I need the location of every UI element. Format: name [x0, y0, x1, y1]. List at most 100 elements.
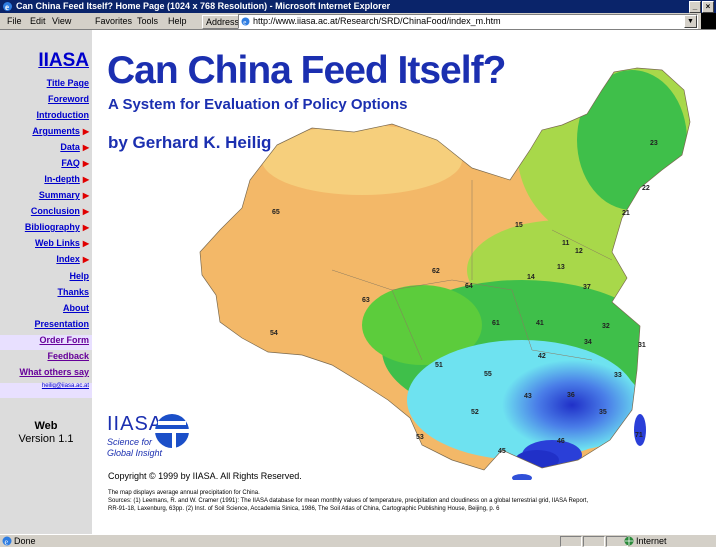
region-label: 64 [465, 283, 473, 290]
submenu-arrow-icon: ▶ [82, 255, 89, 264]
sidebar-item-thanks[interactable]: Thanks [57, 287, 89, 297]
region-label: 41 [536, 320, 544, 327]
submenu-arrow-icon: ▶ [82, 159, 89, 168]
submenu-arrow-icon: ▶ [82, 223, 89, 232]
china-precipitation-map [199, 67, 691, 480]
logo-name: IIASA [107, 413, 164, 435]
region-label: 45 [498, 448, 506, 455]
sidebar-item-conclusion[interactable]: Conclusion ▶ [31, 206, 89, 216]
region-label: 33 [614, 372, 622, 379]
region-label: 54 [270, 330, 278, 337]
submenu-arrow-icon: ▶ [82, 207, 89, 216]
note-line: Sources: (1) Leemans, R. and W. Cramer (… [108, 498, 589, 504]
minimize-button[interactable]: _ [689, 1, 701, 13]
address-label: Address [202, 15, 244, 29]
taiwan-shape [634, 414, 646, 446]
sidebar-item-presentation[interactable]: Presentation [34, 319, 89, 329]
note-line: The map displays average annual precipit… [108, 490, 260, 496]
sidebar-item-data[interactable]: Data ▶ [60, 142, 89, 152]
sidebar-item-label: Introduction [36, 110, 90, 120]
sidebar-item-title-page[interactable]: Title Page [47, 78, 89, 88]
menu-help[interactable]: Help [168, 16, 187, 26]
sidebar-item-help[interactable]: Help [69, 271, 89, 281]
sidebar-item-order-form[interactable]: Order Form [39, 335, 89, 345]
sidebar-item-introduction[interactable]: Introduction [37, 110, 90, 120]
menu-view[interactable]: View [52, 16, 72, 26]
address-url: http://www.iiasa.ac.at/Research/SRD/Chin… [253, 16, 501, 26]
page-byline: by Gerhard K. Heilig [108, 133, 272, 152]
status-text: Done [14, 536, 36, 546]
menu-edit[interactable]: Edit [30, 16, 46, 26]
region-label: 51 [435, 362, 443, 369]
sidebar-item-label: Web Links [35, 238, 80, 248]
sidebar-item-faq[interactable]: FAQ ▶ [61, 158, 89, 168]
submenu-arrow-icon: ▶ [82, 239, 89, 248]
sidebar-item-heilig-iiasa-ac-at[interactable]: heilig@iiasa.ac.at [42, 383, 89, 389]
sidebar-item-arguments[interactable]: Arguments ▶ [32, 126, 89, 136]
region-label: 14 [527, 274, 535, 281]
sidebar-item-label: Presentation [34, 319, 89, 329]
region-label: 61 [492, 320, 500, 327]
copyright-text: Copyright © 1999 by IIASA. All Rights Re… [108, 471, 302, 481]
region-label: 21 [622, 210, 630, 217]
sidebar-item-summary[interactable]: Summary ▶ [39, 190, 89, 200]
sidebar-item-label: Summary [38, 190, 80, 200]
menu-file[interactable]: File [7, 16, 22, 26]
status-cell [560, 536, 582, 547]
sidebar-item-foreword[interactable]: Foreword [48, 94, 89, 104]
close-button[interactable]: × [702, 1, 714, 13]
region-label: 36 [567, 392, 575, 399]
menu-bar: File Edit View Favorites Tools Help Addr… [0, 13, 716, 30]
menu-tools[interactable]: Tools [137, 16, 159, 26]
sidebar-item-what-others-say[interactable]: What others say [19, 367, 89, 377]
sidebar-item-feedback[interactable]: Feedback [47, 351, 89, 361]
sidebar-item-label: Data [60, 142, 80, 152]
region-label: 35 [599, 409, 607, 416]
region-label: 62 [432, 268, 440, 275]
sidebar-item-label: Conclusion [30, 206, 80, 216]
sidebar-item-about[interactable]: About [63, 303, 89, 313]
menu-favorites[interactable]: Favorites [95, 16, 133, 26]
submenu-arrow-icon: ▶ [82, 191, 89, 200]
sidebar-item-label: Foreword [47, 94, 89, 104]
sidebar-item-in-depth[interactable]: In-depth ▶ [44, 174, 89, 184]
sidebar-item-label: Index [56, 254, 80, 264]
window-title-bar: e Can China Feed Itself? Home Page (1024… [0, 0, 716, 13]
map-source-note: The map displays average annual precipit… [108, 489, 588, 513]
address-input[interactable]: e http://www.iiasa.ac.at/Research/SRD/Ch… [238, 14, 698, 29]
window-title: Can China Feed Itself? Home Page (1024 x… [16, 1, 391, 11]
windows-logo-icon [701, 13, 716, 29]
zone-label: Internet [636, 536, 667, 546]
submenu-arrow-icon: ▶ [82, 143, 89, 152]
region-label: 23 [650, 140, 658, 147]
region-label: 53 [416, 434, 424, 441]
submenu-arrow-icon: ▶ [82, 127, 89, 136]
ie-icon: e [3, 2, 12, 12]
region-label: 12 [575, 248, 583, 255]
status-cell [583, 536, 605, 547]
internet-globe-icon [624, 536, 634, 546]
sidebar-item-label: Feedback [47, 351, 89, 361]
svg-text:e: e [5, 2, 9, 12]
sidebar-item-label: heilig@iiasa.ac.at [41, 383, 89, 389]
main-content: 23 22 21 65 15 11 12 13 14 62 64 63 37 6… [92, 30, 716, 534]
region-label: 71 [635, 432, 643, 439]
sidebar-item-label: In-depth [44, 174, 80, 184]
region-label: 22 [642, 185, 650, 192]
highlight-row [0, 383, 92, 398]
region-label: 63 [362, 297, 370, 304]
page-done-icon: e [2, 536, 12, 546]
sidebar-item-web-links[interactable]: Web Links ▶ [35, 238, 89, 248]
note-line: RR-91-18, Laxenburg, 63pp. (2) Inst. of … [108, 506, 500, 512]
sidebar-item-label: Order Form [39, 335, 89, 345]
sidebar-item-index[interactable]: Index ▶ [56, 254, 89, 264]
brand-link[interactable]: IIASA [38, 50, 89, 71]
address-dropdown-icon[interactable]: ▼ [684, 15, 697, 28]
page-subtitle: A System for Evaluation of Policy Option… [108, 96, 408, 113]
region-label: 52 [471, 409, 479, 416]
sidebar-item-bibliography[interactable]: Bibliography ▶ [25, 222, 89, 232]
region-label: 42 [538, 353, 546, 360]
submenu-arrow-icon: ▶ [82, 175, 89, 184]
region-label: 37 [583, 284, 591, 291]
region-label: 32 [602, 323, 610, 330]
